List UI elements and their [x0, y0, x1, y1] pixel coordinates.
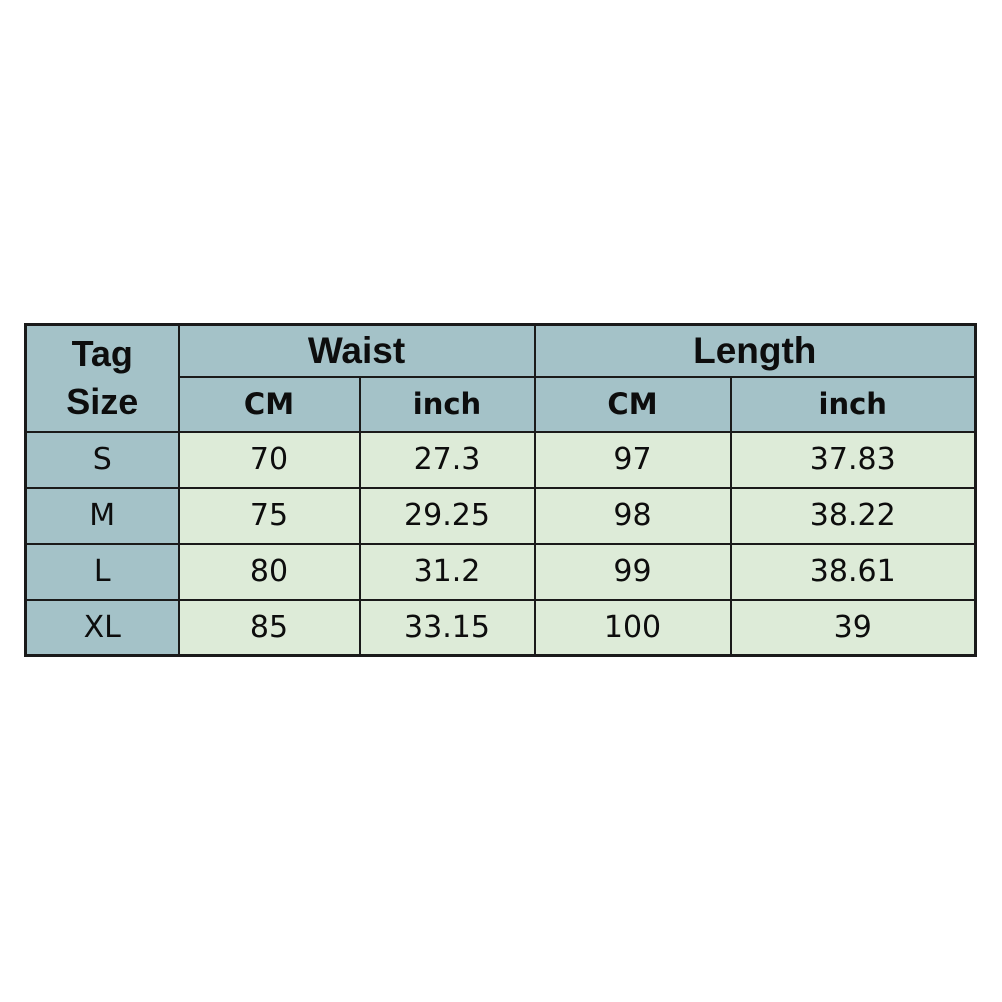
cell-xl-length-cm: 100 — [533, 598, 732, 657]
size-chart-table: Tag Size Waist Length CM inch CM inch S … — [24, 323, 977, 657]
corner-header-line1: Tag — [71, 332, 133, 374]
size-label-m: M — [24, 486, 180, 545]
unit-header-length-cm: CM — [533, 375, 732, 433]
cell-s-waist-inch: 27.3 — [358, 430, 536, 489]
header-group-row: Tag Size Waist Length — [24, 323, 977, 433]
cell-xl-waist-cm: 85 — [177, 598, 361, 657]
corner-header-line2: Size — [66, 381, 139, 423]
cell-xl-waist-inch: 33.15 — [358, 598, 536, 657]
header-unit-row: CM inch CM inch — [26, 375, 977, 433]
table-row-l: L 80 31.2 99 38.61 — [24, 542, 977, 601]
unit-header-waist-inch: inch — [358, 375, 536, 433]
cell-s-waist-cm: 70 — [177, 430, 361, 489]
cell-l-waist-inch: 31.2 — [358, 542, 536, 601]
table-row-s: S 70 27.3 97 37.83 — [24, 430, 977, 489]
cell-m-waist-cm: 75 — [177, 486, 361, 545]
corner-header-tag-size: Tag Size — [24, 323, 180, 433]
table-row-xl: XL 85 33.15 100 39 — [24, 598, 977, 657]
group-header-length: Length — [533, 323, 977, 378]
cell-s-length-inch: 37.83 — [729, 430, 977, 489]
table-row-m: M 75 29.25 98 38.22 — [24, 486, 977, 545]
cell-l-length-inch: 38.61 — [729, 542, 977, 601]
cell-s-length-cm: 97 — [533, 430, 732, 489]
cell-m-length-inch: 38.22 — [729, 486, 977, 545]
cell-m-waist-inch: 29.25 — [358, 486, 536, 545]
cell-l-waist-cm: 80 — [177, 542, 361, 601]
size-label-s: S — [24, 430, 180, 489]
unit-header-length-inch: inch — [729, 375, 977, 433]
cell-m-length-cm: 98 — [533, 486, 732, 545]
group-header-waist: Waist — [177, 323, 536, 378]
cell-xl-length-inch: 39 — [729, 598, 977, 657]
size-label-l: L — [24, 542, 180, 601]
cell-l-length-cm: 99 — [533, 542, 732, 601]
unit-header-waist-cm: CM — [177, 375, 361, 433]
size-label-xl: XL — [24, 598, 180, 657]
